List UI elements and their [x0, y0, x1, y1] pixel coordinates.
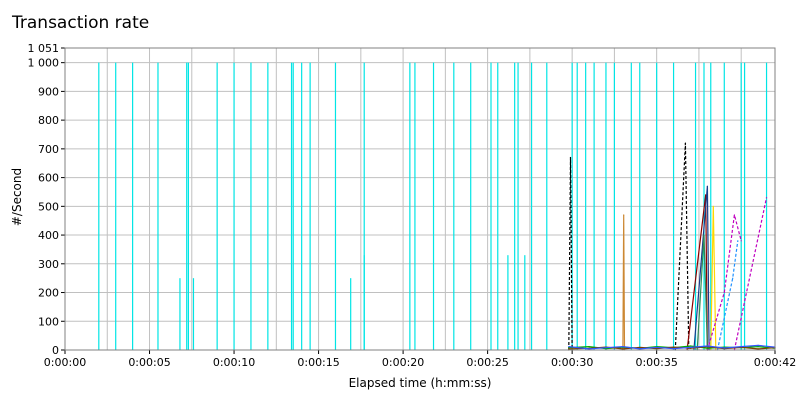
series-point	[639, 348, 641, 350]
series-point	[706, 185, 708, 187]
series-point	[672, 347, 675, 350]
plot-frame	[61, 47, 776, 354]
series-point	[568, 345, 570, 348]
series-point	[605, 347, 607, 349]
series-point	[569, 156, 572, 159]
series-point	[706, 345, 708, 347]
series-point	[705, 194, 707, 196]
series-line	[622, 214, 626, 351]
series-point	[689, 345, 692, 347]
y-tick-label: 700	[38, 143, 59, 156]
series-line	[706, 214, 742, 351]
series-point	[740, 240, 742, 242]
series-point	[622, 345, 624, 348]
x-tick-label: 0:00:25	[466, 356, 508, 369]
series-point	[740, 345, 742, 348]
y-tick-label: 0	[52, 344, 59, 357]
series-point	[639, 346, 641, 349]
series-point	[672, 346, 675, 348]
grid-lines	[64, 47, 775, 351]
y-tick-label: 1 000	[28, 57, 60, 70]
x-axis-label: Elapsed time (h:mm:ss)	[348, 376, 492, 390]
y-tick-label: 600	[38, 172, 59, 185]
x-tick-label: 0:00:10	[213, 356, 255, 369]
series-point	[588, 345, 590, 348]
series-layer	[98, 62, 776, 351]
series-8	[706, 214, 742, 351]
series-point	[737, 240, 739, 242]
series-point	[656, 346, 658, 349]
chart-title: Transaction rate	[12, 13, 150, 33]
series-point	[656, 347, 658, 350]
series-point	[588, 348, 590, 350]
y-tick-label: 300	[38, 258, 59, 271]
y-tick-label: 500	[38, 200, 59, 213]
series-point	[723, 291, 725, 294]
series-point	[703, 234, 705, 236]
y-tick-label: 400	[38, 229, 59, 242]
x-tick-label: 0:00:00	[44, 356, 86, 369]
y-tick-label: 900	[38, 85, 59, 98]
series-point	[732, 277, 734, 279]
series-point	[684, 142, 687, 144]
series-point	[757, 344, 759, 347]
series-line	[716, 240, 739, 351]
x-tick-labels: 0:00:00 0:00:05 0:00:10 0:00:15 0:00:20 0:00:…	[44, 356, 796, 369]
series-line	[733, 197, 768, 351]
x-tick-label: 0:00:35	[635, 356, 677, 369]
y-tick-labels: 0 100 200 300 400 500 600 700 800 900 1 000 1 051	[28, 42, 60, 357]
series-point	[568, 348, 570, 350]
y-tick-label: 100	[38, 315, 59, 328]
series-point	[568, 347, 570, 349]
y-tick-label: 1 051	[28, 42, 60, 55]
series-point	[765, 197, 768, 199]
plot-area-border	[64, 47, 776, 351]
series-point	[757, 345, 759, 348]
y-tick-label: 800	[38, 114, 59, 127]
series-13	[568, 344, 776, 350]
series-line	[674, 143, 690, 351]
series-point	[622, 348, 624, 350]
series-point	[712, 205, 714, 207]
series-9	[733, 197, 768, 351]
x-tick-label: 0:00:30	[551, 356, 593, 369]
series-point	[723, 347, 725, 349]
x-tick-label: 0:00:05	[128, 356, 170, 369]
series-point	[689, 346, 692, 349]
series-10	[716, 240, 739, 351]
series-point	[706, 347, 708, 349]
x-tick-label: 0:00:20	[382, 356, 424, 369]
x-tick-label: 0:00:42	[754, 356, 796, 369]
series-point	[623, 214, 625, 216]
series-2	[674, 142, 690, 351]
series-point	[757, 348, 759, 350]
y-tick-label: 200	[38, 287, 59, 300]
x-tick-label: 0:00:15	[297, 356, 339, 369]
series-point	[733, 214, 736, 216]
